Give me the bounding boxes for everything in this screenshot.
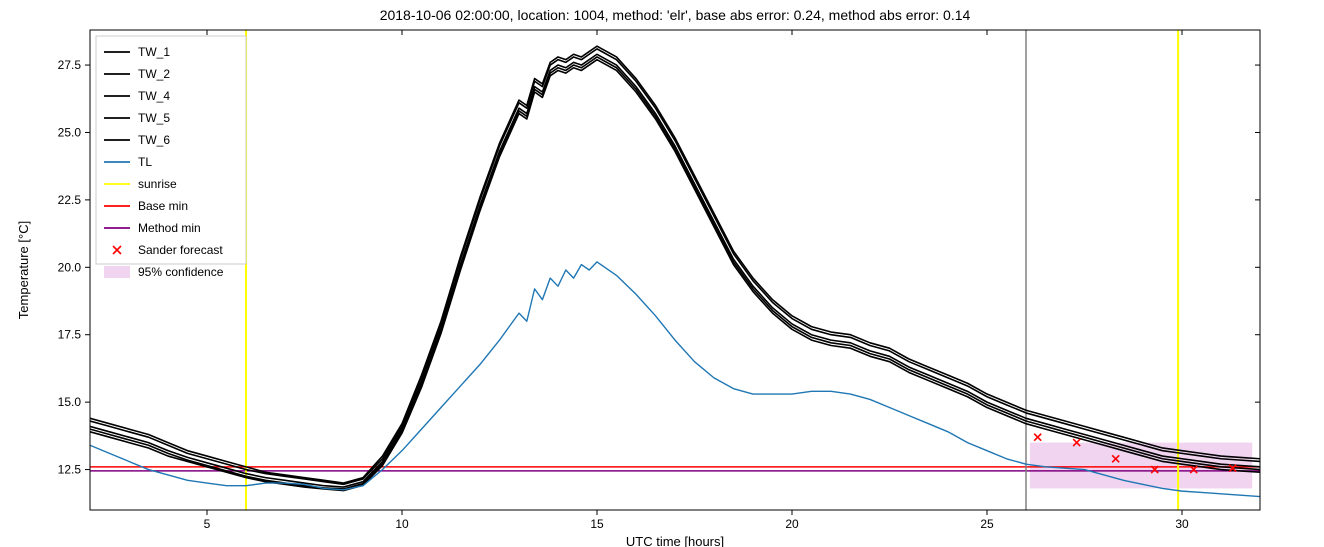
legend-label: TW_2	[138, 67, 170, 81]
x-tick-label: 10	[395, 517, 409, 531]
legend-label: Method min	[138, 221, 201, 235]
chart-title: 2018-10-06 02:00:00, location: 1004, met…	[380, 7, 971, 23]
y-tick-label: 15.0	[58, 395, 82, 409]
y-tick-label: 27.5	[58, 58, 82, 72]
legend-label: TW_6	[138, 133, 170, 147]
legend-label: TW_1	[138, 45, 170, 59]
y-tick-label: 17.5	[58, 328, 82, 342]
y-axis-label: Temperature [°C]	[16, 221, 31, 319]
legend-label: TW_5	[138, 111, 170, 125]
series-TW_2	[90, 49, 1260, 485]
legend-label: Sander forecast	[138, 243, 223, 257]
plot-area	[90, 30, 1260, 510]
legend: TW_1 TW_2 TW_4 TW_5 TW_6 TL sunrise Base min Met…	[96, 36, 246, 279]
y-tick-label: 25.0	[58, 125, 82, 139]
x-tick-label: 5	[204, 517, 211, 531]
y-tick-label: 22.5	[58, 193, 82, 207]
chart-container: 2018-10-06 02:00:00, location: 1004, met…	[0, 0, 1324, 547]
x-tick-label: 15	[590, 517, 604, 531]
legend-label: 95% confidence	[138, 265, 224, 279]
series-TW_1	[90, 46, 1260, 483]
x-tick-label: 30	[1175, 517, 1189, 531]
legend-label: Base min	[138, 199, 188, 213]
x-axis-label: UTC time [hours]	[626, 534, 724, 547]
legend-swatch-patch	[104, 266, 130, 278]
temperature-chart: 2018-10-06 02:00:00, location: 1004, met…	[0, 0, 1324, 547]
legend-label: sunrise	[138, 177, 177, 191]
y-tick-label: 12.5	[58, 463, 82, 477]
series-TW_4	[90, 54, 1260, 487]
x-tick-label: 20	[785, 517, 799, 531]
legend-label: TL	[138, 155, 152, 169]
legend-label: TW_4	[138, 89, 170, 103]
x-tick-label: 25	[980, 517, 994, 531]
sander-forecast-point	[1034, 434, 1041, 441]
series-TW_5	[90, 57, 1260, 489]
y-tick-label: 20.0	[58, 260, 82, 274]
